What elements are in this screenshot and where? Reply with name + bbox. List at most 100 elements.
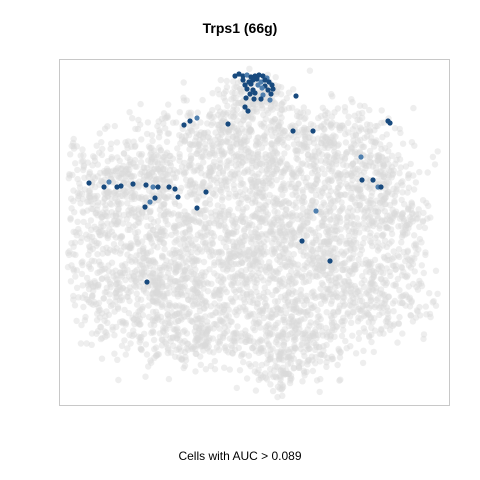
background-cell — [178, 290, 185, 297]
background-cell — [150, 336, 158, 344]
background-cell — [321, 126, 328, 133]
background-cell — [124, 184, 131, 191]
background-cell — [360, 347, 367, 354]
background-cell — [357, 126, 365, 133]
background-cell — [109, 172, 116, 179]
background-cell — [178, 184, 185, 192]
background-cell — [395, 152, 402, 159]
background-cell — [330, 144, 338, 151]
background-cell — [237, 99, 245, 107]
background-cell — [316, 388, 323, 396]
background-cell — [172, 223, 179, 230]
background-cell — [156, 168, 164, 175]
background-cell — [98, 214, 105, 221]
background-cell — [192, 183, 200, 190]
background-cell — [279, 385, 286, 392]
background-cell — [284, 213, 292, 220]
background-cell — [173, 169, 181, 176]
background-cell — [102, 169, 109, 176]
background-cell — [277, 214, 285, 221]
background-cell — [328, 297, 336, 305]
background-cell — [104, 232, 111, 240]
background-cell — [304, 151, 312, 158]
background-cell — [434, 148, 441, 155]
background-cell — [213, 179, 221, 187]
background-cell — [233, 136, 241, 143]
background-cell — [233, 106, 241, 113]
background-cell — [156, 127, 163, 134]
background-cell — [317, 285, 324, 292]
background-cell — [359, 359, 367, 367]
background-cell — [145, 302, 152, 309]
background-cell — [109, 212, 117, 219]
background-cell — [159, 157, 166, 164]
highlighted-cell — [370, 177, 376, 183]
background-cell — [272, 74, 279, 81]
background-cell — [177, 241, 184, 248]
background-cell — [160, 165, 167, 173]
background-cell — [178, 136, 186, 143]
background-cell — [269, 345, 276, 352]
background-cell — [186, 164, 194, 171]
background-cell — [95, 229, 102, 236]
background-cell — [259, 102, 266, 109]
background-cell — [245, 128, 253, 135]
highlighted-cell — [299, 238, 305, 244]
background-cell — [111, 189, 119, 196]
background-cell — [334, 149, 342, 157]
background-cell — [153, 298, 160, 305]
background-cell — [294, 156, 302, 163]
background-cell — [70, 243, 77, 250]
background-cell — [321, 111, 329, 119]
background-cell — [85, 192, 92, 199]
background-cell — [160, 153, 167, 161]
background-cell — [301, 133, 308, 140]
background-cell — [287, 375, 294, 382]
background-cell — [231, 346, 239, 353]
background-cell — [125, 207, 132, 214]
background-cell — [160, 201, 168, 208]
background-cell — [247, 114, 254, 121]
background-cell — [275, 122, 283, 129]
background-cell — [262, 184, 269, 192]
background-cell — [237, 294, 244, 301]
background-cell — [327, 217, 334, 224]
background-cell — [360, 143, 368, 150]
background-cell — [91, 154, 98, 161]
background-cell — [148, 156, 155, 163]
background-cell — [146, 229, 154, 237]
background-cell — [94, 202, 101, 209]
background-cell — [352, 350, 360, 357]
background-cell — [127, 161, 134, 168]
background-cell — [265, 157, 272, 164]
background-cell — [278, 114, 285, 121]
background-cell — [71, 209, 78, 216]
background-cell — [210, 164, 217, 171]
background-cell — [138, 274, 145, 282]
background-cell — [326, 139, 333, 146]
background-cell — [399, 209, 407, 217]
background-cell — [164, 112, 171, 120]
background-cell — [125, 161, 133, 169]
background-cell — [285, 200, 292, 207]
background-cell — [267, 104, 274, 112]
background-cell — [396, 215, 404, 222]
background-cell — [204, 318, 211, 325]
background-cell — [297, 141, 304, 148]
background-cell — [108, 155, 115, 163]
background-cell — [351, 122, 359, 130]
background-cell — [195, 162, 202, 169]
background-cell — [134, 295, 141, 302]
background-cell — [245, 168, 252, 175]
background-cell — [147, 248, 155, 255]
background-cell — [176, 168, 183, 175]
background-cell — [298, 161, 305, 168]
highlighted-cell — [150, 184, 156, 190]
background-cell — [123, 141, 130, 149]
background-cell — [303, 174, 311, 181]
background-cell — [215, 111, 222, 118]
background-cell — [345, 119, 352, 127]
background-cell — [77, 340, 85, 347]
background-cell — [340, 251, 347, 259]
background-cell — [391, 198, 398, 205]
